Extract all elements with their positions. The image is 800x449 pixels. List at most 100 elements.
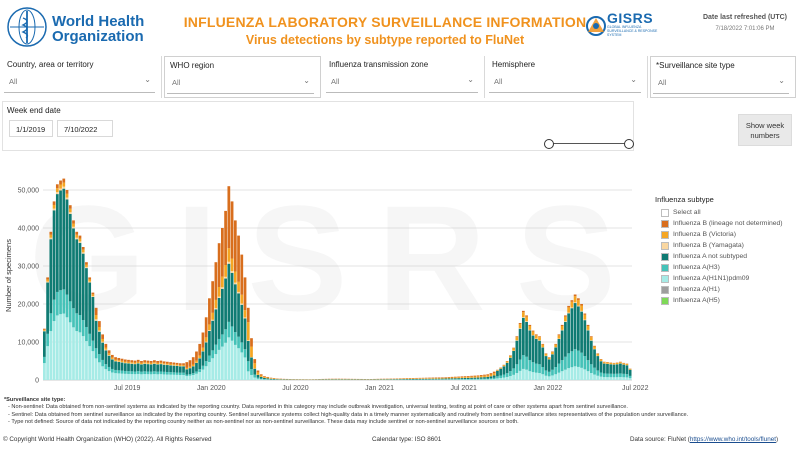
bar-segment: [59, 184, 62, 189]
country-dropdown[interactable]: All ⌄: [4, 71, 155, 93]
bar-segment: [65, 197, 69, 200]
bar-segment: [237, 293, 240, 337]
filter-who-region[interactable]: WHO region All ⌄: [164, 56, 321, 98]
bar-segment: [104, 350, 108, 365]
bar-segment: [521, 355, 525, 369]
gisrs-globe-icon: [586, 16, 606, 36]
bar-segment: [256, 377, 260, 379]
who-emblem-icon: [7, 7, 47, 47]
bar-segment: [81, 247, 85, 250]
bar-segment: [564, 315, 567, 317]
legend-item[interactable]: Influenza B (lineage not determined): [655, 219, 795, 230]
bar-segment: [269, 378, 273, 380]
bar-segment: [263, 376, 266, 377]
legend-checkbox[interactable]: [661, 253, 669, 261]
legend-checkbox[interactable]: [661, 275, 669, 283]
legend-item[interactable]: Influenza A(H1): [655, 285, 795, 296]
bar-segment: [52, 210, 56, 300]
bar-segment: [625, 365, 629, 375]
bar-segment: [43, 330, 46, 332]
bar-segment: [101, 341, 104, 343]
bar-segment: [502, 374, 506, 378]
legend-item[interactable]: Influenza A not subtyped: [655, 252, 795, 263]
transmission-zone-dropdown[interactable]: All ⌄: [326, 71, 478, 93]
dropdown-value: All: [331, 77, 340, 86]
legend-checkbox[interactable]: [661, 264, 669, 272]
legend-item[interactable]: Influenza A(H1N1)pdm09: [655, 274, 795, 285]
start-date-input[interactable]: 1/1/2019: [9, 120, 53, 137]
site-type-dropdown[interactable]: All ⌄: [653, 72, 789, 94]
hemisphere-dropdown[interactable]: All ⌄: [489, 71, 641, 93]
virus-detections-chart: GISRS 0 10,000 20,000 30,000 40,000 50,000 Numb…: [4, 178, 649, 392]
bar-segment: [227, 186, 231, 249]
bar-segment: [59, 180, 62, 185]
bar-segment: [43, 329, 46, 331]
bar-segment: [237, 291, 240, 294]
legend-item[interactable]: Influenza A(H5): [655, 296, 795, 307]
bar-segment: [191, 373, 195, 375]
bar-segment: [625, 363, 629, 366]
bar-segment: [198, 355, 202, 358]
bar-segment: [415, 378, 418, 380]
filter-hemisphere[interactable]: Hemisphere All ⌄: [487, 56, 648, 98]
bar-segment: [541, 343, 545, 345]
legend-checkbox[interactable]: [661, 231, 669, 239]
bar-segment: [169, 372, 172, 375]
copyright-text: © Copyright World Health Organization (W…: [3, 436, 212, 443]
filter-site-type[interactable]: *Surveillance site type All ⌄: [650, 56, 796, 98]
legend-checkbox[interactable]: [661, 242, 669, 250]
bar-segment: [114, 369, 117, 374]
date-slider-track[interactable]: [551, 143, 631, 144]
bar-segment: [534, 334, 538, 336]
legend-label: Influenza B (Yamagata): [673, 242, 744, 249]
bar-segment: [59, 188, 62, 191]
bar-segment: [224, 329, 227, 343]
legend-checkbox[interactable]: [661, 286, 669, 294]
bar-segment: [85, 264, 88, 267]
bar-segment: [146, 364, 150, 372]
bar-segment: [505, 362, 509, 374]
bar-segment: [528, 371, 532, 380]
chevron-down-icon[interactable]: ⌄: [144, 75, 151, 84]
chevron-down-icon[interactable]: ⌄: [467, 75, 474, 84]
bar-segment: [191, 366, 195, 374]
bar-segment: [72, 228, 75, 309]
who-region-dropdown[interactable]: All ⌄: [167, 72, 314, 94]
chevron-down-icon[interactable]: ⌄: [778, 76, 785, 85]
bar-segment: [525, 321, 528, 357]
bar-segment: [431, 378, 435, 379]
slider-start-handle[interactable]: [544, 139, 554, 149]
legend-item[interactable]: Select all: [655, 208, 795, 219]
bar-segment: [470, 376, 473, 378]
bar-segment: [606, 373, 609, 378]
bar-segment: [88, 346, 92, 380]
legend-item[interactable]: Influenza A(H3): [655, 263, 795, 274]
slider-end-handle[interactable]: [624, 139, 634, 149]
legend-checkbox[interactable]: [661, 220, 669, 228]
legend-item[interactable]: Influenza B (Victoria): [655, 230, 795, 241]
bar-segment: [586, 371, 590, 380]
bar-segment: [201, 351, 205, 366]
bar-segment: [615, 362, 619, 365]
flunet-link[interactable]: https://www.who.int/tools/flunet: [689, 436, 776, 443]
bar-segment: [570, 367, 574, 380]
end-date-input[interactable]: 7/10/2022: [57, 120, 113, 137]
legend-checkbox[interactable]: [661, 209, 669, 217]
bar-segment: [434, 377, 438, 378]
legend-item[interactable]: Influenza B (Yamagata): [655, 241, 795, 252]
bar-segment: [43, 356, 46, 364]
chevron-down-icon[interactable]: ⌄: [303, 76, 310, 85]
chevron-down-icon[interactable]: ⌄: [630, 75, 637, 84]
show-week-numbers-button[interactable]: Show week numbers: [738, 114, 792, 146]
legend-checkbox[interactable]: [661, 297, 669, 305]
bar-segment: [143, 374, 147, 380]
bar-segment: [78, 332, 82, 380]
bar-segment: [554, 367, 558, 375]
bar-segment: [518, 370, 522, 380]
filter-transmission-zone[interactable]: Influenza transmission zone All ⌄: [324, 56, 485, 98]
bar-segment: [214, 309, 218, 345]
filter-country[interactable]: Country, area or territory All ⌄: [2, 56, 162, 98]
bar-segment: [531, 372, 535, 380]
bar-segment: [188, 360, 192, 367]
bar-segment: [489, 373, 493, 375]
